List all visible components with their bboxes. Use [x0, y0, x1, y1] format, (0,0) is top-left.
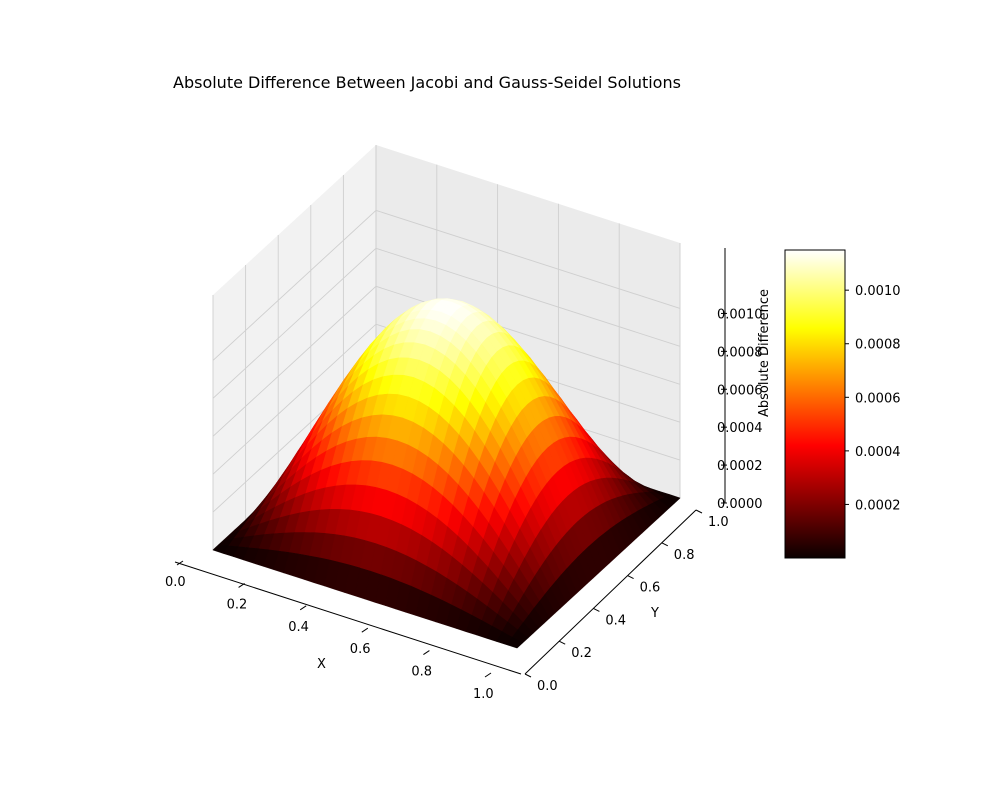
z-tick-label: 0.0002: [717, 459, 763, 474]
colorbar-tick-label: 0.0002: [855, 498, 901, 513]
x-tick-label: 1.0: [473, 687, 494, 702]
pane-left: [213, 145, 376, 550]
chart-title: Absolute Difference Between Jacobi and G…: [173, 73, 681, 92]
x-tick: [361, 627, 369, 633]
y-tick-label: 0.2: [571, 646, 592, 661]
grid-line: [212, 209, 681, 361]
grid-line: [212, 285, 681, 437]
y-tick: [627, 575, 634, 580]
surface-plot: [212, 298, 681, 649]
z-tick-label: 0.0000: [717, 497, 763, 512]
z-tick-label: 0.0006: [717, 383, 763, 398]
x-tick: [299, 605, 307, 611]
y-tick: [661, 542, 669, 547]
y-tick: [558, 640, 566, 645]
y-tick: [593, 607, 600, 612]
colorbar-tick-label: 0.0010: [855, 284, 901, 299]
z-axis-label: Absolute Difference: [757, 289, 772, 417]
y-tick-label: 0.0: [537, 679, 558, 694]
y-axis-line: [524, 509, 697, 675]
x-tick-label: 0.0: [165, 575, 186, 590]
x-tick: [176, 560, 184, 566]
x-tick-label: 0.2: [227, 597, 248, 612]
colorbar: [784, 249, 846, 559]
y-tick-label: 1.0: [708, 515, 729, 530]
colorbar-tick-label: 0.0004: [855, 445, 901, 460]
colorbar-tick-label: 0.0008: [855, 338, 901, 353]
z-tick-label: 0.0008: [717, 345, 763, 360]
y-tick-label: 0.6: [640, 581, 661, 596]
x-axis-label: X: [317, 657, 326, 672]
x-axis-line: [174, 561, 522, 675]
axes-lines: [174, 248, 726, 675]
x-tick-label: 0.6: [350, 642, 371, 657]
y-axis-label: Y: [650, 606, 659, 621]
y-tick-label: 0.4: [605, 613, 626, 628]
z-tick-label: 0.0010: [717, 307, 763, 322]
y-tick: [695, 509, 703, 514]
y-tick-label: 0.8: [674, 548, 695, 563]
x-tick: [484, 672, 492, 678]
grid-line: [212, 323, 681, 475]
y-tick: [524, 673, 532, 678]
x-tick-label: 0.4: [288, 620, 309, 635]
z-tick-label: 0.0004: [717, 421, 763, 436]
colorbar-ticks: 0.0002 0.0004 0.0006 0.0008 0.0010: [845, 284, 901, 513]
colorbar-tick-label: 0.0006: [855, 391, 901, 406]
x-tick-label: 0.8: [411, 665, 432, 680]
axis-ticks: 0.0 0.2 0.4 0.6 0.8 1.0 0.0 0.2 0.4 0.6 0.8 1.0 0.00…: [165, 307, 763, 702]
x-tick: [423, 650, 430, 656]
x-tick: [238, 582, 245, 588]
grid-line: [212, 247, 681, 399]
surface-facet: [506, 637, 523, 649]
